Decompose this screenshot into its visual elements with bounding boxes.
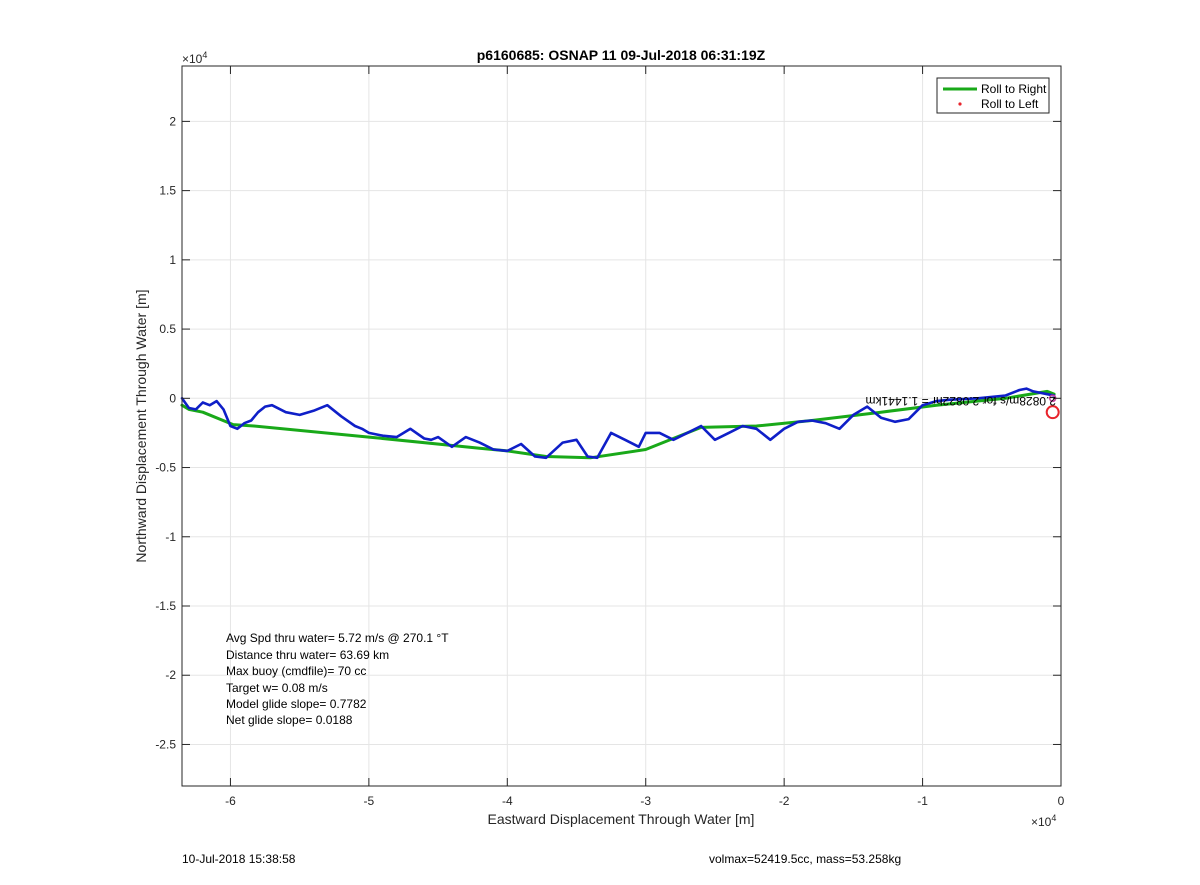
legend-label-roll-right: Roll to Right bbox=[981, 82, 1047, 96]
series-line-glider-track bbox=[180, 387, 1056, 460]
end-position-marker bbox=[1045, 405, 1060, 420]
x-tick-label: 0 bbox=[1058, 794, 1065, 808]
footer-vehicle-info: volmax=52419.5cc, mass=53.258kg bbox=[709, 852, 902, 866]
stat-model-glide: Model glide slope= 0.7782 bbox=[226, 697, 367, 711]
y-tick-label: 1 bbox=[169, 253, 176, 267]
legend-label-roll-left: Roll to Left bbox=[981, 97, 1039, 111]
footer-timestamp: 10-Jul-2018 15:38:58 bbox=[182, 852, 296, 866]
y-tick-label: -1.5 bbox=[155, 599, 176, 613]
x-exponent-base: ×10 bbox=[1031, 815, 1052, 829]
x-tick-label: -3 bbox=[640, 794, 651, 808]
x-exponent: ×104 bbox=[1031, 813, 1056, 829]
plot-background bbox=[182, 66, 1061, 786]
y-axis-label: Northward Displacement Through Water [m] bbox=[133, 289, 149, 562]
ticks bbox=[182, 66, 1062, 786]
y-exponent-power: 4 bbox=[202, 50, 207, 60]
y-tick-label: -0.5 bbox=[155, 461, 176, 475]
series-layer bbox=[180, 387, 1056, 460]
stats-text-block: Avg Spd thru water= 5.72 m/s @ 270.1 °T … bbox=[226, 631, 449, 727]
y-exponent-base: ×10 bbox=[182, 52, 203, 66]
legend-swatch-roll-left bbox=[958, 102, 962, 106]
stat-net-glide: Net glide slope= 0.0188 bbox=[226, 713, 353, 727]
stat-max-buoy: Max buoy (cmdfile)= 70 cc bbox=[226, 664, 366, 678]
x-tick-label: -2 bbox=[779, 794, 790, 808]
y-tick-label: 0.5 bbox=[159, 322, 176, 336]
y-tick-label: -1 bbox=[165, 530, 176, 544]
plot-frame bbox=[181, 65, 1062, 787]
y-tick-label: -2.5 bbox=[155, 737, 176, 751]
tick-labels: -6 -5 -4 -3 -2 -1 0 -2.5 -2 -1.5 -1 -0.5 0 0.5 1 1.5 2 bbox=[155, 114, 1064, 808]
mirrored-segment-annotation: 2.0828m/s for 2.0822hr = 1.1441km bbox=[866, 394, 1056, 408]
x-axis-label: Eastward Displacement Through Water [m] bbox=[488, 811, 755, 827]
x-tick-label: -5 bbox=[364, 794, 375, 808]
stat-target-w: Target w= 0.08 m/s bbox=[226, 681, 328, 695]
y-tick-label: -2 bbox=[165, 668, 176, 682]
y-tick-label: 2 bbox=[169, 114, 176, 128]
stat-avg-speed: Avg Spd thru water= 5.72 m/s @ 270.1 °T bbox=[226, 631, 449, 645]
chart-title: p6160685: OSNAP 11 09-Jul-2018 06:31:19Z bbox=[477, 47, 766, 63]
legend: Roll to Right Roll to Left bbox=[936, 77, 1050, 114]
legend-box bbox=[936, 77, 1050, 114]
grid bbox=[182, 66, 1062, 786]
x-tick-label: -4 bbox=[502, 794, 513, 808]
x-tick-label: -1 bbox=[917, 794, 928, 808]
y-tick-label: 1.5 bbox=[159, 184, 176, 198]
x-tick-label: -6 bbox=[225, 794, 236, 808]
y-exponent: ×104 bbox=[182, 50, 207, 66]
stat-distance: Distance thru water= 63.69 km bbox=[226, 648, 389, 662]
y-tick-label: 0 bbox=[169, 391, 176, 405]
x-exponent-power: 4 bbox=[1051, 813, 1056, 823]
